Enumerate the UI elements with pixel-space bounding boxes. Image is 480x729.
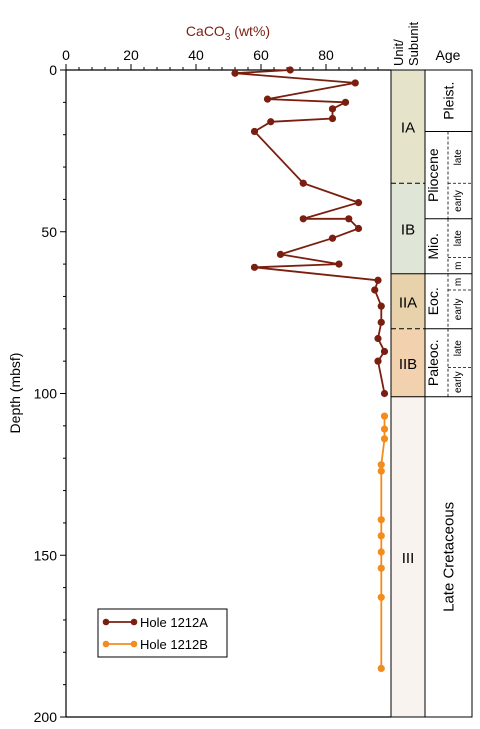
unit-label-iii: III <box>402 550 415 567</box>
age-label: Late Cretaceous <box>441 502 458 612</box>
y-tick-label: 150 <box>34 547 58 563</box>
y-axis-title: Depth (mbsf) <box>7 353 23 434</box>
data-point-hole-1212a <box>328 105 337 113</box>
x-tick-label: 20 <box>123 47 139 63</box>
unit-fill-ia <box>391 70 425 184</box>
data-point-hole-1212a <box>380 347 389 356</box>
age-sub-label: early <box>453 190 464 212</box>
data-point-hole-1212a <box>354 199 363 207</box>
legend-box <box>97 608 228 658</box>
data-point-hole-1212a <box>328 234 337 242</box>
series-line-hole-1212b <box>380 416 386 669</box>
age-label: Mio. <box>425 233 441 259</box>
age-label: Eoc. <box>425 287 441 315</box>
unit-header-line1: Unit/ <box>391 39 406 66</box>
data-point-hole-1212b <box>377 548 385 556</box>
data-point-hole-1212a <box>377 318 385 326</box>
data-point-hole-1212a <box>267 118 275 126</box>
age-sub-label: m <box>453 262 464 270</box>
x-tick-label: 0 <box>62 47 70 63</box>
age-sub-label: m <box>453 278 464 286</box>
data-point-hole-1212a <box>299 215 307 223</box>
data-point-hole-1212a <box>377 302 385 310</box>
legend-marker <box>102 640 110 648</box>
data-point-hole-1212a <box>250 127 259 136</box>
data-point-hole-1212a <box>299 179 307 187</box>
data-point-hole-1212a <box>263 95 272 103</box>
legend-marker <box>130 618 138 626</box>
unit-fill-ib <box>391 183 425 274</box>
data-point-hole-1212b <box>380 425 389 433</box>
x-tick-label: 40 <box>188 47 204 63</box>
y-tick-label: 50 <box>41 224 57 240</box>
unit-label-ib: IB <box>401 222 415 239</box>
age-sub-label: late <box>453 340 464 357</box>
data-point-hole-1212b <box>377 564 385 572</box>
data-point-hole-1212a <box>286 66 294 74</box>
x-axis-title: CaCO3 (wt%) <box>186 23 270 43</box>
unit-fill-iii <box>391 396 425 717</box>
data-point-hole-1212a <box>354 224 363 233</box>
age-sub-label: early <box>453 299 464 321</box>
data-point-hole-1212a <box>231 69 239 77</box>
data-point-hole-1212a <box>341 98 350 106</box>
y-tick-label: 0 <box>49 62 57 78</box>
data-point-hole-1212a <box>374 357 382 365</box>
data-point-hole-1212a <box>374 276 382 284</box>
age-sub-label: late <box>453 230 464 247</box>
unit-label-ia: IA <box>401 120 415 137</box>
unit-header-line2: Subunit <box>406 22 421 66</box>
data-point-hole-1212b <box>377 467 385 475</box>
age-label: Paleoc. <box>425 339 441 386</box>
data-point-hole-1212a <box>250 263 259 271</box>
legend: Hole 1212A Hole 1212B <box>97 608 228 658</box>
data-point-hole-1212b <box>380 412 389 420</box>
age-column-frame <box>424 69 473 718</box>
age-sub-label: late <box>453 149 464 166</box>
age-header: Age <box>436 47 461 63</box>
data-point-hole-1212a <box>374 334 382 343</box>
stratigraphy-columns: IA IB IIA IIB III Unit/Subunit Age Pleist. Plioc… <box>390 22 473 718</box>
legend-label: Hole 1212A <box>140 615 208 630</box>
age-sub-label: early <box>453 371 464 393</box>
unit-label-iia: IIA <box>399 294 417 311</box>
data-point-hole-1212a <box>328 114 337 123</box>
data-point-hole-1212a <box>345 215 353 223</box>
legend-marker <box>102 618 110 626</box>
data-point-hole-1212b <box>377 461 385 469</box>
data-point-hole-1212a <box>276 250 285 258</box>
data-point-hole-1212b <box>377 593 385 601</box>
data-point-hole-1212a <box>351 79 359 87</box>
legend-label: Hole 1212B <box>140 637 208 652</box>
data-point-hole-1212a <box>380 389 389 398</box>
data-series <box>231 66 389 673</box>
x-tick-label: 60 <box>253 47 269 63</box>
plot-axes: 0 20 40 60 80 0 50 100 150 200 <box>34 47 391 725</box>
age-label: Pleist. <box>441 82 457 120</box>
age-label: Pliocene <box>425 148 441 202</box>
data-point-hole-1212a <box>371 286 379 294</box>
data-point-hole-1212b <box>377 516 385 524</box>
data-point-hole-1212a <box>335 260 343 268</box>
y-tick-label: 200 <box>34 709 58 725</box>
data-point-hole-1212b <box>377 664 385 673</box>
x-tick-label: 80 <box>318 47 334 63</box>
data-point-hole-1212b <box>380 435 389 443</box>
data-point-hole-1212b <box>377 532 385 540</box>
unit-fill-iib <box>391 328 425 397</box>
y-tick-label: 100 <box>34 386 58 402</box>
legend-marker <box>130 640 138 648</box>
unit-fill-iia <box>391 273 425 329</box>
unit-label-iib: IIB <box>399 356 417 373</box>
series-line-hole-1212a <box>234 69 386 394</box>
